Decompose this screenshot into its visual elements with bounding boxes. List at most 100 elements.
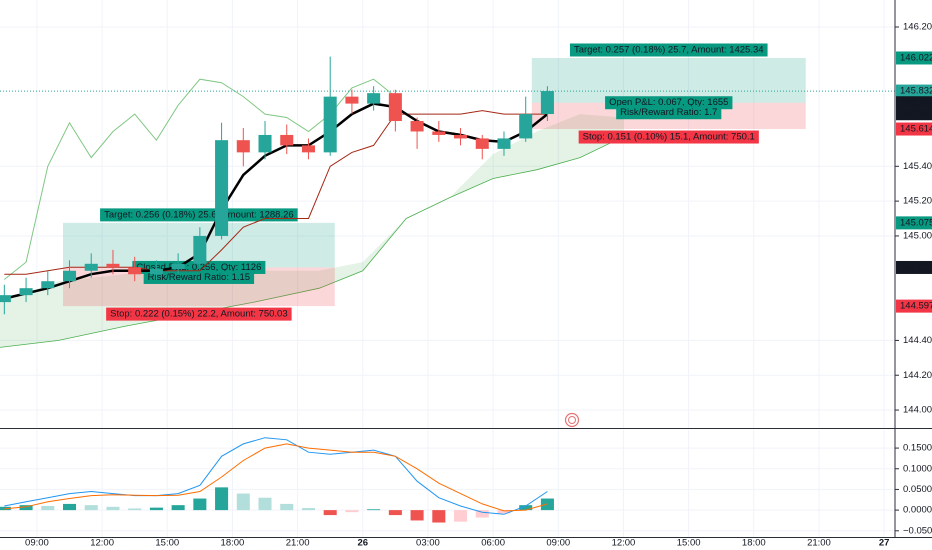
histogram-bar <box>475 510 489 518</box>
price-label: 144.819 <box>900 262 932 273</box>
candle-body <box>475 138 489 149</box>
price-label: 145.614 <box>900 124 932 135</box>
candle-body <box>388 93 402 122</box>
position-label-box <box>569 43 768 57</box>
histogram-bar <box>497 510 511 514</box>
time-tick-label: 26 <box>357 538 368 549</box>
candle-body <box>128 267 142 275</box>
price-label: 144.597 <box>900 301 932 312</box>
price-label-box <box>896 51 932 65</box>
y-tick-label: 0.0500 <box>903 484 932 495</box>
histogram-bar <box>388 510 402 516</box>
candle-body <box>454 134 468 139</box>
time-tick-label: 09:00 <box>25 538 49 549</box>
y-tick-label: 144.000 <box>903 405 932 416</box>
indicator-line <box>4 102 549 300</box>
price-label-box <box>896 84 932 98</box>
histogram-bar <box>84 505 98 511</box>
candle-body <box>323 96 337 153</box>
price-countdown: 10:31 <box>904 108 928 119</box>
time-tick-label: 15:00 <box>155 538 179 549</box>
histogram-bar <box>128 508 142 511</box>
time-tick-label: 09:00 <box>546 538 570 549</box>
y-tick-label: 144.200 <box>903 370 932 381</box>
price-label-box <box>896 260 932 274</box>
histogram-bar <box>432 510 446 523</box>
events-icon-inner <box>568 416 576 424</box>
position-label-text: Risk/Reward Ratio: 1.7 <box>620 107 717 118</box>
histogram-bar <box>454 510 468 522</box>
position-label-text: Stop: 0.151 (0.10%) 15.1, Amount: 750.1 <box>583 132 755 143</box>
position-label-box <box>616 106 722 120</box>
y-tick-label: 146.200 <box>903 22 932 33</box>
histogram-bar <box>301 508 315 511</box>
y-tick-label: 0.1000 <box>903 463 932 474</box>
position-label-text: Target: 0.257 (0.18%) 25.7, Amount: 1425… <box>574 44 764 55</box>
candle-body <box>84 263 98 271</box>
histogram-bar <box>193 498 207 511</box>
position: Target: 0.256 (0.18%) 25.6, Amount: 1288… <box>62 208 335 321</box>
position-label-text: Target: 0.256 (0.18%) 25.6, Amount: 1288… <box>104 209 294 220</box>
histogram-bar <box>62 503 77 511</box>
histogram-bar <box>149 507 163 511</box>
price-label: 146.022 <box>900 52 932 63</box>
position-label-box <box>143 270 255 284</box>
candle-body <box>106 263 120 268</box>
histogram-bar <box>367 509 381 511</box>
candle-body <box>410 121 424 132</box>
time-tick-label: 21:00 <box>807 538 831 549</box>
position-label-text: Closed P&L: 0.256, Qty: 1126 <box>136 262 261 273</box>
price-label-box <box>896 216 932 230</box>
target-zone <box>531 57 806 103</box>
candle-body <box>345 96 359 104</box>
position-label-box <box>106 307 292 321</box>
position-label-box <box>100 208 298 222</box>
candle-body <box>19 288 33 296</box>
candle-body <box>62 270 77 282</box>
candle-body <box>258 134 272 153</box>
time-tick-label: 06:00 <box>481 538 505 549</box>
time-tick-label: 15:00 <box>677 538 701 549</box>
histogram-bar <box>345 510 359 513</box>
candle-body <box>41 281 55 289</box>
candle-body <box>540 91 554 115</box>
price-label: 145.075 <box>900 217 932 228</box>
macd-line <box>4 437 548 515</box>
position-label-text: Open P&L: 0.067, Qty: 1655 <box>609 97 728 108</box>
position: Target: 0.257 (0.18%) 25.7, Amount: 1425… <box>531 43 806 144</box>
candle-body <box>215 140 229 236</box>
histogram-bar <box>410 510 424 521</box>
candle-body <box>497 138 511 149</box>
cloud-low-line <box>0 136 624 348</box>
position-label-box <box>578 130 759 144</box>
price-label-box <box>896 299 932 313</box>
position-label-text: Risk/Reward Ratio: 1.15 <box>148 272 250 283</box>
candle-body <box>519 114 533 139</box>
candle-body <box>193 235 207 264</box>
events-icon[interactable] <box>564 412 580 428</box>
histogram-bar <box>19 505 33 511</box>
candle-body <box>367 93 381 104</box>
histogram-bar <box>519 505 533 511</box>
histogram-bar <box>258 497 272 511</box>
candle-body <box>301 145 315 153</box>
time-tick-label: 27 <box>879 538 890 549</box>
time-tick-label: 21:00 <box>286 538 310 549</box>
candle-body <box>149 269 163 275</box>
y-tick-label: 0.1500 <box>903 443 932 454</box>
price-label: 145.765 <box>900 97 932 108</box>
price-label-box <box>896 122 932 136</box>
time-tick-label: 12:00 <box>90 538 114 549</box>
y-tick-label: 144.400 <box>903 335 932 346</box>
y-tick-label: 145.000 <box>903 230 932 241</box>
histogram-bar <box>323 510 337 516</box>
time-tick-label: 18:00 <box>742 538 766 549</box>
position-label-box <box>605 96 733 110</box>
candle-body <box>432 131 446 135</box>
candle-body <box>0 295 11 303</box>
y-tick-label: 145.200 <box>903 196 932 207</box>
candle-body <box>280 134 294 146</box>
price-label-box <box>896 96 932 121</box>
